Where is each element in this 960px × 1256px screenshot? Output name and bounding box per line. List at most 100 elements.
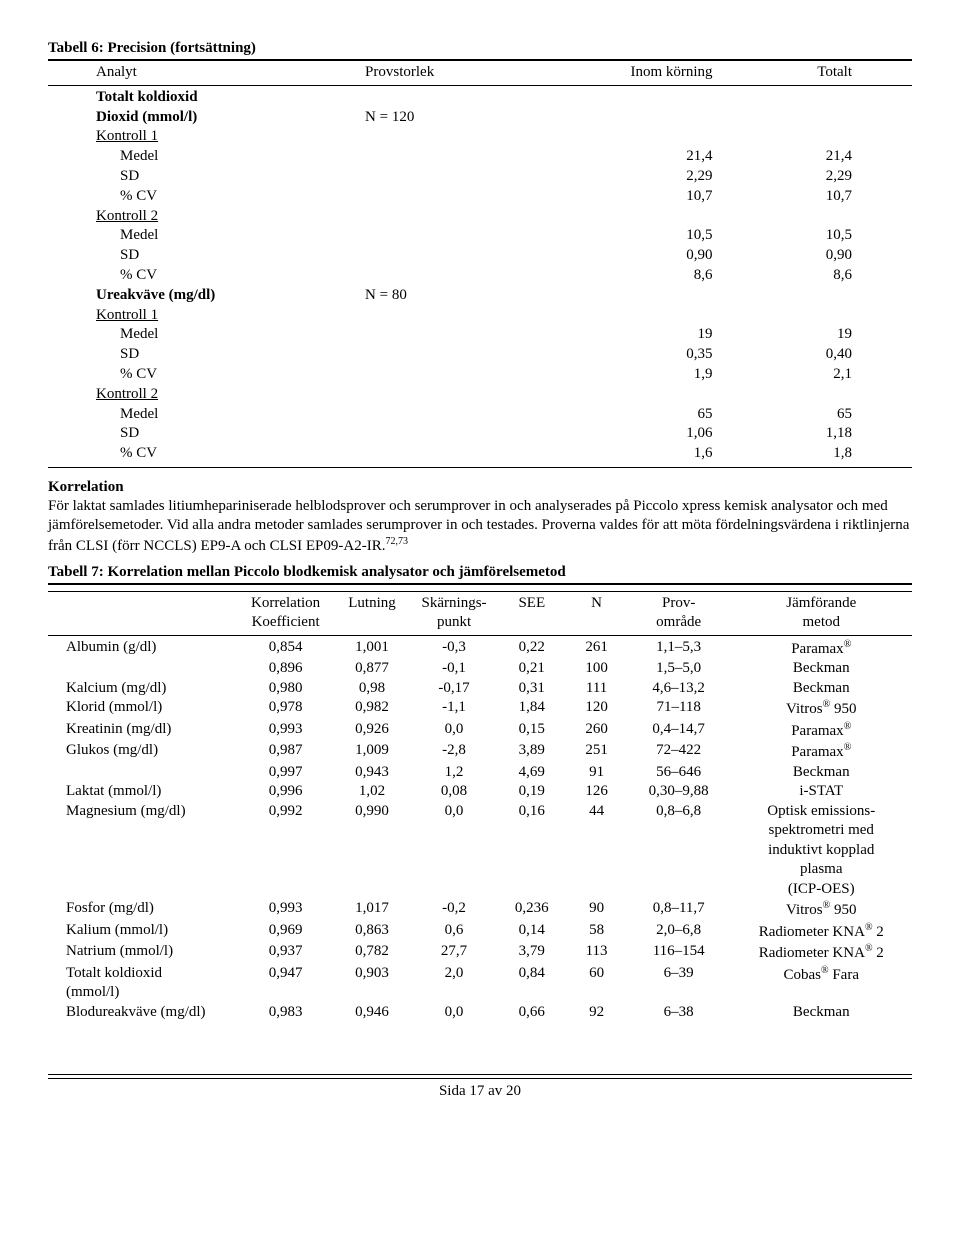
cell: N = 80 bbox=[359, 286, 549, 306]
cell: 0,990 bbox=[333, 802, 411, 900]
cell: 6–39 bbox=[627, 964, 731, 1003]
cell: 2,1 bbox=[731, 365, 912, 385]
cell: Ureakväve (mg/dl) bbox=[48, 286, 359, 306]
cell bbox=[549, 127, 730, 147]
cell: 3,79 bbox=[497, 942, 566, 964]
cell: SD bbox=[48, 345, 359, 365]
cell bbox=[731, 108, 912, 128]
cell: 1,84 bbox=[497, 698, 566, 720]
cell: Kreatinin (mg/dl) bbox=[48, 720, 238, 742]
cell: 2,29 bbox=[549, 167, 730, 187]
cell: -0,3 bbox=[411, 638, 497, 660]
cell: Natrium (mmol/l) bbox=[48, 942, 238, 964]
cell: 4,6–13,2 bbox=[627, 679, 731, 699]
cell: % CV bbox=[48, 444, 359, 464]
cell: Kontroll 1 bbox=[48, 127, 359, 147]
h: N bbox=[566, 594, 626, 614]
cell: % CV bbox=[48, 187, 359, 207]
korr-heading: Korrelation bbox=[48, 479, 124, 495]
cell: 0,14 bbox=[497, 921, 566, 943]
cell: 100 bbox=[566, 659, 626, 679]
cell: 0,993 bbox=[238, 720, 333, 742]
cell: 120 bbox=[566, 698, 626, 720]
rule bbox=[48, 59, 912, 61]
cell: 65 bbox=[549, 405, 730, 425]
cell: -2,8 bbox=[411, 741, 497, 763]
cell: 0,993 bbox=[238, 899, 333, 921]
cell: 0,982 bbox=[333, 698, 411, 720]
cell: 6–38 bbox=[627, 1003, 731, 1023]
cell: Dioxid (mmol/l) bbox=[48, 108, 359, 128]
cell: Totalt koldioxid bbox=[48, 88, 359, 108]
cell: 0,90 bbox=[549, 246, 730, 266]
cell: Blodureakväve (mg/dl) bbox=[48, 1003, 238, 1023]
cell: 261 bbox=[566, 638, 626, 660]
cell bbox=[359, 405, 549, 425]
korrelation-paragraph: Korrelation För laktat samlades litiumhe… bbox=[48, 478, 912, 556]
page-footer: Sida 17 av 20 bbox=[48, 1074, 912, 1100]
h: punkt bbox=[411, 613, 497, 633]
cell bbox=[359, 424, 549, 444]
cell: 111 bbox=[566, 679, 626, 699]
cell: 72–422 bbox=[627, 741, 731, 763]
cell: -0,17 bbox=[411, 679, 497, 699]
cell: -1,1 bbox=[411, 698, 497, 720]
cell: Medel bbox=[48, 226, 359, 246]
h bbox=[48, 594, 238, 614]
cell: 60 bbox=[566, 964, 626, 1003]
hdr-totalt: Totalt bbox=[731, 63, 912, 83]
cell bbox=[549, 306, 730, 326]
h bbox=[48, 613, 238, 633]
page-number: Sida 17 av 20 bbox=[48, 1079, 912, 1100]
cell: 0,90 bbox=[731, 246, 912, 266]
cell: 10,7 bbox=[731, 187, 912, 207]
h bbox=[497, 613, 566, 633]
cell: Cobas® Fara bbox=[731, 964, 913, 1003]
cell: 0,969 bbox=[238, 921, 333, 943]
korr-body: För laktat samlades litiumhepariniserade… bbox=[48, 498, 909, 553]
cell: 65 bbox=[731, 405, 912, 425]
cell: Radiometer KNA® 2 bbox=[731, 921, 913, 943]
cell: % CV bbox=[48, 266, 359, 286]
cell: 0,21 bbox=[497, 659, 566, 679]
cell: 1,18 bbox=[731, 424, 912, 444]
hdr-provstorlek: Provstorlek bbox=[359, 63, 549, 83]
cell: Kalium (mmol/l) bbox=[48, 921, 238, 943]
cell: Radiometer KNA® 2 bbox=[731, 942, 913, 964]
cell: 0,947 bbox=[238, 964, 333, 1003]
cell bbox=[48, 763, 238, 783]
cell: Paramax® bbox=[731, 720, 913, 742]
hdr-inom: Inom körning bbox=[549, 63, 730, 83]
cell: Albumin (g/dl) bbox=[48, 638, 238, 660]
cell: Beckman bbox=[731, 1003, 913, 1023]
h: Lutning bbox=[333, 594, 411, 614]
cell: 19 bbox=[549, 325, 730, 345]
cell: Beckman bbox=[731, 659, 913, 679]
cell: 0,35 bbox=[549, 345, 730, 365]
cell: Kalcium (mg/dl) bbox=[48, 679, 238, 699]
cell: N = 120 bbox=[359, 108, 549, 128]
rule bbox=[48, 467, 912, 468]
cell bbox=[359, 325, 549, 345]
cell bbox=[359, 345, 549, 365]
cell: 0,0 bbox=[411, 802, 497, 900]
hdr-analyt: Analyt bbox=[48, 63, 359, 83]
cell: i-STAT bbox=[731, 782, 913, 802]
cell: 1,06 bbox=[549, 424, 730, 444]
cell: 0,6 bbox=[411, 921, 497, 943]
h: Jämförande bbox=[731, 594, 913, 614]
cell: 0,66 bbox=[497, 1003, 566, 1023]
cell: 0,978 bbox=[238, 698, 333, 720]
cell bbox=[359, 187, 549, 207]
cell: 92 bbox=[566, 1003, 626, 1023]
cell: 0,0 bbox=[411, 720, 497, 742]
cell: 0,996 bbox=[238, 782, 333, 802]
cell: Vitros® 950 bbox=[731, 698, 913, 720]
cell bbox=[731, 127, 912, 147]
cell: 10,7 bbox=[549, 187, 730, 207]
cell bbox=[731, 207, 912, 227]
cell: Paramax® bbox=[731, 638, 913, 660]
h: område bbox=[627, 613, 731, 633]
cell: 0,8–6,8 bbox=[627, 802, 731, 900]
cell: 0,19 bbox=[497, 782, 566, 802]
